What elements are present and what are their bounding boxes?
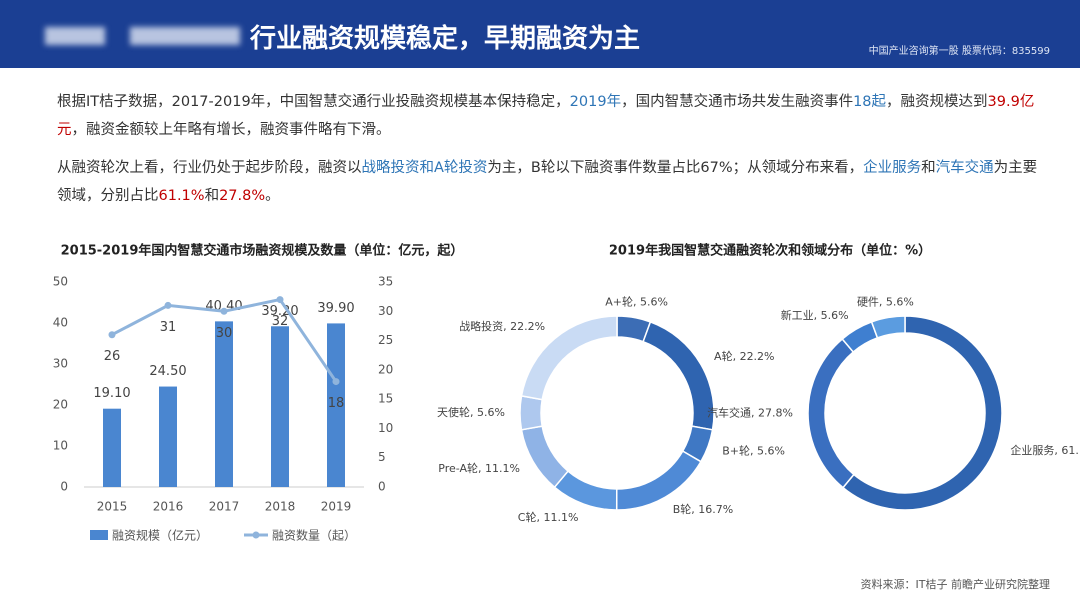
text-span: 61.1%	[158, 188, 205, 204]
text-span: 根据IT桔子数据，2017-2019年，中国智慧交通行业投融资规模基本保持稳定，	[57, 94, 570, 110]
text-span: 18起	[853, 94, 887, 110]
y2-tick-label: 20	[378, 362, 393, 376]
header-title: 行业融资规模稳定，早期融资为主	[250, 24, 641, 54]
legend-swatch	[90, 530, 108, 540]
donut-slice	[870, 315, 906, 339]
y2-tick-label: 10	[378, 421, 393, 435]
donut-slice	[642, 320, 715, 431]
y-tick-label: 40	[53, 316, 68, 330]
data-label: 硬件, 5.6%	[857, 296, 914, 309]
text-span: 汽车交通	[935, 160, 994, 176]
source-note: 资料来源：IT桔子 前瞻产业研究院整理	[860, 578, 1050, 591]
y2-tick-label: 30	[378, 304, 393, 318]
y2-tick-label: 0	[378, 480, 386, 494]
legend-label: 融资数量（起）	[272, 528, 356, 543]
blurred-text	[45, 27, 105, 45]
data-label: 32	[272, 314, 289, 329]
y-tick-label: 10	[53, 439, 68, 453]
y-tick-label: 20	[53, 398, 68, 412]
bar	[327, 323, 345, 487]
text-span: ，国内智慧交通市场共发生融资事件	[621, 94, 854, 110]
data-label: 战略投资, 22.2%	[459, 319, 545, 333]
data-label: 39.90	[317, 301, 354, 316]
data-label: 企业服务, 61.1%	[1010, 443, 1080, 457]
legend-label: 融资规模（亿元）	[112, 528, 208, 543]
blurred-text	[130, 27, 240, 45]
x-tick-label: 2017	[209, 500, 240, 514]
data-label: 新工业, 5.6%	[781, 308, 849, 322]
y-tick-label: 50	[53, 275, 68, 289]
data-label: 31	[160, 320, 177, 335]
paragraph: 根据IT桔子数据，2017-2019年，中国智慧交通行业投融资规模基本保持稳定，…	[57, 88, 1042, 144]
bar	[159, 386, 177, 487]
data-label: 26	[104, 349, 121, 364]
donut-slice	[519, 395, 544, 431]
text-span: 从融资轮次上看，行业仍处于起步阶段，融资以	[57, 160, 362, 176]
line-marker	[276, 296, 284, 304]
text-span: 。	[265, 188, 280, 204]
text-span: 战略投资和A轮投资	[361, 160, 488, 176]
data-label: 24.50	[149, 364, 186, 379]
data-label: 汽车交通, 27.8%	[707, 406, 793, 420]
donut-slice	[807, 337, 855, 489]
x-tick-label: 2016	[153, 500, 184, 514]
x-tick-label: 2015	[97, 500, 128, 514]
data-label: A轮, 22.2%	[714, 349, 774, 363]
donut-slice	[520, 425, 570, 489]
donut-slice	[520, 315, 618, 401]
donut-slice	[841, 315, 1003, 511]
bar	[271, 326, 289, 487]
y2-tick-label: 15	[378, 392, 393, 406]
data-label: 18	[328, 396, 345, 411]
text-span: 27.8%	[219, 188, 266, 204]
text-span: 企业服务	[863, 160, 922, 176]
data-label: 19.10	[93, 386, 130, 401]
data-label: B轮, 16.7%	[673, 502, 733, 516]
text-span: 和	[204, 188, 220, 204]
legend-swatch	[252, 531, 260, 539]
header-bar: 行业融资规模稳定，早期融资为主 中国产业咨询第一股 股票代码：835599	[0, 0, 1080, 68]
header-note: 中国产业咨询第一股 股票代码：835599	[868, 46, 1050, 57]
line-marker	[164, 301, 172, 309]
y2-tick-label: 25	[378, 333, 393, 347]
text-span: ，融资规模达到	[886, 94, 988, 110]
line-marker	[108, 331, 116, 339]
data-label: C轮, 11.1%	[518, 510, 579, 524]
line-marker	[220, 307, 228, 315]
chart-title: 2019年我国智慧交通融资轮次和领域分布（单位：%）	[609, 243, 931, 259]
text-span: ，融资金额较上年略有增长，融资事件略有下滑。	[71, 122, 391, 138]
text-span: 为主要领域，分别占比	[57, 160, 1038, 204]
x-tick-label: 2018	[265, 500, 296, 514]
text-span: 2019年	[569, 94, 622, 110]
y2-tick-label: 5	[378, 450, 386, 464]
donut-slice	[615, 450, 702, 511]
y2-tick-label: 35	[378, 275, 393, 289]
x-tick-label: 2019	[321, 500, 352, 514]
text-span: 为主，B轮以下融资事件数量占比67%；从领域分布来看，	[487, 160, 864, 176]
bar	[215, 321, 233, 487]
y-tick-label: 0	[60, 480, 68, 494]
line-marker	[332, 378, 340, 386]
text-span: 和	[921, 160, 936, 176]
data-label: Pre-A轮, 11.1%	[438, 461, 520, 475]
paragraph: 从融资轮次上看，行业仍处于起步阶段，融资以战略投资和A轮投资为主，B轮以下融资事…	[57, 154, 1042, 210]
data-label: 天使轮, 5.6%	[437, 405, 505, 419]
data-label: A+轮, 5.6%	[605, 295, 668, 309]
data-label: B+轮, 5.6%	[722, 443, 785, 457]
chart-title: 2015-2019年国内智慧交通市场融资规模及数量（单位：亿元，起）	[61, 243, 464, 259]
data-label: 30	[216, 326, 233, 341]
y-tick-label: 30	[53, 357, 68, 371]
bar	[103, 408, 121, 487]
text-span: 39.9亿元	[57, 94, 1035, 138]
